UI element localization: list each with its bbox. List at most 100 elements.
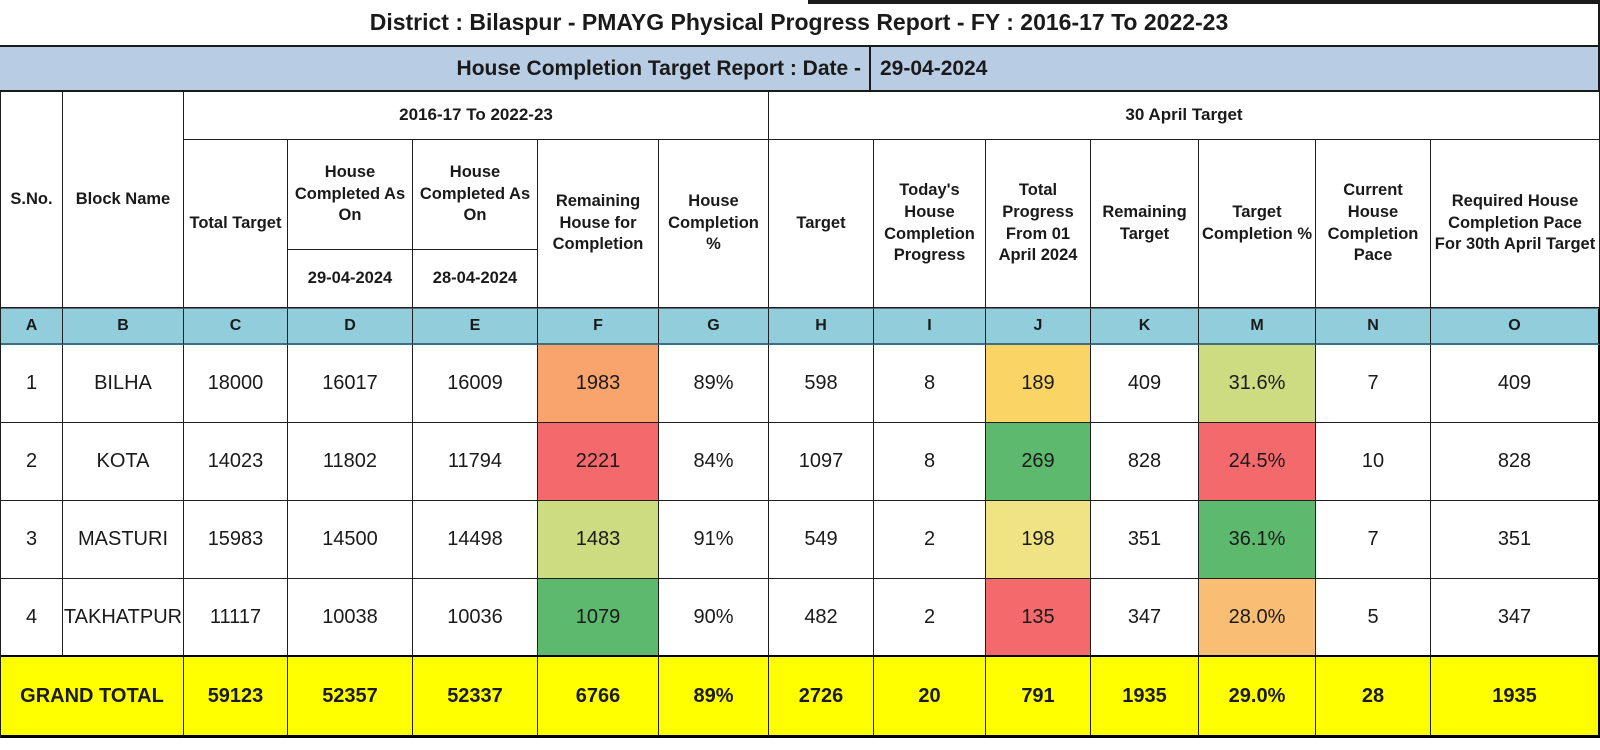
table-cell: 14498 — [413, 501, 538, 579]
table-cell: 84% — [659, 423, 769, 501]
grand-total-cell: 29.0% — [1199, 657, 1316, 738]
heatmap-cell: 269 — [986, 423, 1091, 501]
col-subheader-date-2904: 29-04-2024 — [288, 250, 413, 308]
col-header-total-progress: Total Progress From 01 April 2024 — [986, 140, 1091, 308]
table-cell: 18000 — [184, 345, 288, 423]
table-cell: 598 — [769, 345, 874, 423]
heatmap-cell: 24.5% — [1199, 423, 1316, 501]
group-header-fy: 2016-17 To 2022-23 — [184, 92, 769, 140]
table-cell: 5 — [1316, 579, 1431, 657]
table-cell: 3 — [1, 501, 63, 579]
table-cell: 1 — [1, 345, 63, 423]
heatmap-cell: 189 — [986, 345, 1091, 423]
table-cell: 14023 — [184, 423, 288, 501]
heatmap-cell: 2221 — [538, 423, 659, 501]
col-letter-n: N — [1316, 308, 1431, 345]
col-letter-f: F — [538, 308, 659, 345]
col-header-sno: S.No. — [1, 92, 63, 308]
block-name-cell: BILHA — [63, 345, 184, 423]
table-cell: 14500 — [288, 501, 413, 579]
table-cell: 11802 — [288, 423, 413, 501]
table-cell: 10038 — [288, 579, 413, 657]
col-header-remaining-house: Remaining House for Completion — [538, 140, 659, 308]
block-name-cell: TAKHATPUR — [63, 579, 184, 657]
table-cell: 351 — [1431, 501, 1600, 579]
heatmap-cell: 1079 — [538, 579, 659, 657]
col-subheader-date-2804: 28-04-2024 — [413, 250, 538, 308]
col-letter-h: H — [769, 308, 874, 345]
heatmap-cell: 31.6% — [1199, 345, 1316, 423]
table-cell: 828 — [1431, 423, 1600, 501]
col-header-block-name: Block Name — [63, 92, 184, 308]
table-cell: 15983 — [184, 501, 288, 579]
grand-total-cell: 2726 — [769, 657, 874, 738]
col-letter-d: D — [288, 308, 413, 345]
table-cell: 10036 — [413, 579, 538, 657]
subtitle-date: 29-04-2024 — [869, 47, 1598, 90]
heatmap-cell: 28.0% — [1199, 579, 1316, 657]
grand-total-cell: 6766 — [538, 657, 659, 738]
heatmap-cell: 198 — [986, 501, 1091, 579]
table-cell: 2 — [1, 423, 63, 501]
table-cell: 409 — [1431, 345, 1600, 423]
table-cell: 2 — [874, 579, 986, 657]
subtitle-label: House Completion Target Report : Date - — [456, 56, 861, 80]
grand-total-cell: 89% — [659, 657, 769, 738]
grand-total-cell: 52357 — [288, 657, 413, 738]
table-cell: 347 — [1091, 579, 1199, 657]
report-title: District : Bilaspur - PMAYG Physical Pro… — [369, 9, 1229, 35]
block-name-cell: KOTA — [63, 423, 184, 501]
table-cell: 7 — [1316, 345, 1431, 423]
table-cell: 4 — [1, 579, 63, 657]
table-cell: 7 — [1316, 501, 1431, 579]
heatmap-cell: 1483 — [538, 501, 659, 579]
heatmap-cell: 36.1% — [1199, 501, 1316, 579]
col-letter-k: K — [1091, 308, 1199, 345]
col-letter-g: G — [659, 308, 769, 345]
table-cell: 10 — [1316, 423, 1431, 501]
table-cell: 409 — [1091, 345, 1199, 423]
top-border-strip — [808, 0, 1598, 4]
col-letter-e: E — [413, 308, 538, 345]
col-letter-c: C — [184, 308, 288, 345]
table-cell: 91% — [659, 501, 769, 579]
table-cell: 1097 — [769, 423, 874, 501]
grand-total-label: GRAND TOTAL — [1, 657, 184, 738]
col-header-completion-pct: House Completion % — [659, 140, 769, 308]
col-header-required-pace: Required House Completion Pace For 30th … — [1431, 140, 1600, 308]
col-header-current-pace: Current House Completion Pace — [1316, 140, 1431, 308]
table-cell: 16009 — [413, 345, 538, 423]
col-header-target: Target — [769, 140, 874, 308]
col-letter-o: O — [1431, 308, 1600, 345]
report-subtitle-bar: House Completion Target Report : Date - … — [0, 45, 1600, 92]
table-cell: 2 — [874, 501, 986, 579]
grand-total-cell: 20 — [874, 657, 986, 738]
grand-total-cell: 28 — [1316, 657, 1431, 738]
table-cell: 16017 — [288, 345, 413, 423]
table-cell: 89% — [659, 345, 769, 423]
col-header-completed-2904: House Completed As On — [288, 140, 413, 250]
table-cell: 549 — [769, 501, 874, 579]
col-letter-b: B — [63, 308, 184, 345]
col-letter-a: A — [1, 308, 63, 345]
col-letter-i: I — [874, 308, 986, 345]
col-header-total-target: Total Target — [184, 140, 288, 308]
table-cell: 11117 — [184, 579, 288, 657]
group-header-30-april: 30 April Target — [769, 92, 1600, 140]
grand-total-cell: 1935 — [1431, 657, 1600, 738]
block-name-cell: MASTURI — [63, 501, 184, 579]
col-letter-m: M — [1199, 308, 1316, 345]
col-header-remaining-target: Remaining Target — [1091, 140, 1199, 308]
heatmap-cell: 1983 — [538, 345, 659, 423]
progress-table: S.No. Block Name 2016-17 To 2022-23 30 A… — [0, 92, 1600, 738]
grand-total-cell: 791 — [986, 657, 1091, 738]
report-title-bar: District : Bilaspur - PMAYG Physical Pro… — [0, 0, 1600, 45]
table-cell: 8 — [874, 423, 986, 501]
table-cell: 11794 — [413, 423, 538, 501]
grand-total-cell: 52337 — [413, 657, 538, 738]
table-cell: 347 — [1431, 579, 1600, 657]
table-cell: 351 — [1091, 501, 1199, 579]
table-cell: 828 — [1091, 423, 1199, 501]
grand-total-cell: 1935 — [1091, 657, 1199, 738]
